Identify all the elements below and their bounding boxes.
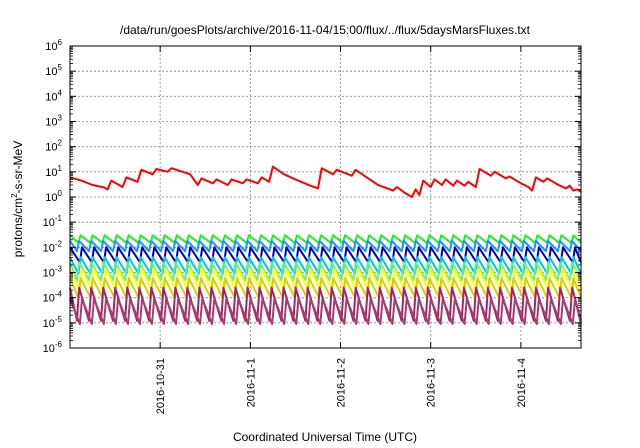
series-group (69, 165, 582, 325)
series-line-2 (69, 234, 582, 244)
series-line-5 (69, 256, 582, 275)
x-tick-label: 2016-11-1 (245, 358, 257, 407)
x-axis-label: Coordinated Universal Time (UTC) (233, 430, 417, 444)
y-tick-label: 103 (45, 114, 62, 129)
y-tick-label: 101 (45, 164, 62, 179)
y-axis-ticks: 10-6 10-5 10-4 10-3 10-2 10-1 100 101 102 103 104 1… (43, 38, 581, 355)
y-tick-label: 10-5 (43, 315, 63, 330)
series-line-8 (69, 277, 582, 299)
chart-title: /data/run/goesPlots/archive/2016-11-04/1… (120, 23, 531, 37)
series-line-6 (69, 261, 582, 282)
x-tick-label: 2016-11-2 (336, 358, 348, 407)
series-line-1 (69, 165, 582, 198)
y-tick-label: 106 (45, 38, 62, 53)
series-line-10 (69, 297, 582, 325)
x-axis-ticks: 2016-10-31 2016-11-1 2016-11-2 2016-11-3 201… (155, 46, 528, 414)
y-axis-label: protons/cm2-s-sr-MeV (10, 141, 25, 257)
y-tick-label: 102 (45, 139, 62, 154)
y-tick-label: 10-3 (43, 265, 63, 280)
series-line-4 (69, 246, 582, 264)
x-tick-label: 2016-10-31 (155, 358, 167, 414)
y-tick-label: 10-4 (43, 290, 63, 305)
x-tick-label: 2016-11-4 (516, 358, 528, 407)
y-tick-label: 10-6 (43, 340, 63, 355)
y-tick-label: 105 (45, 63, 62, 78)
y-tick-label: 100 (45, 189, 62, 204)
y-tick-label: 10-2 (43, 239, 63, 254)
series-line-3 (69, 239, 582, 253)
series-line-7 (69, 268, 582, 292)
x-tick-label: 2016-11-3 (426, 358, 438, 407)
y-tick-label: 10-1 (43, 214, 63, 229)
y-tick-label: 104 (45, 88, 62, 103)
